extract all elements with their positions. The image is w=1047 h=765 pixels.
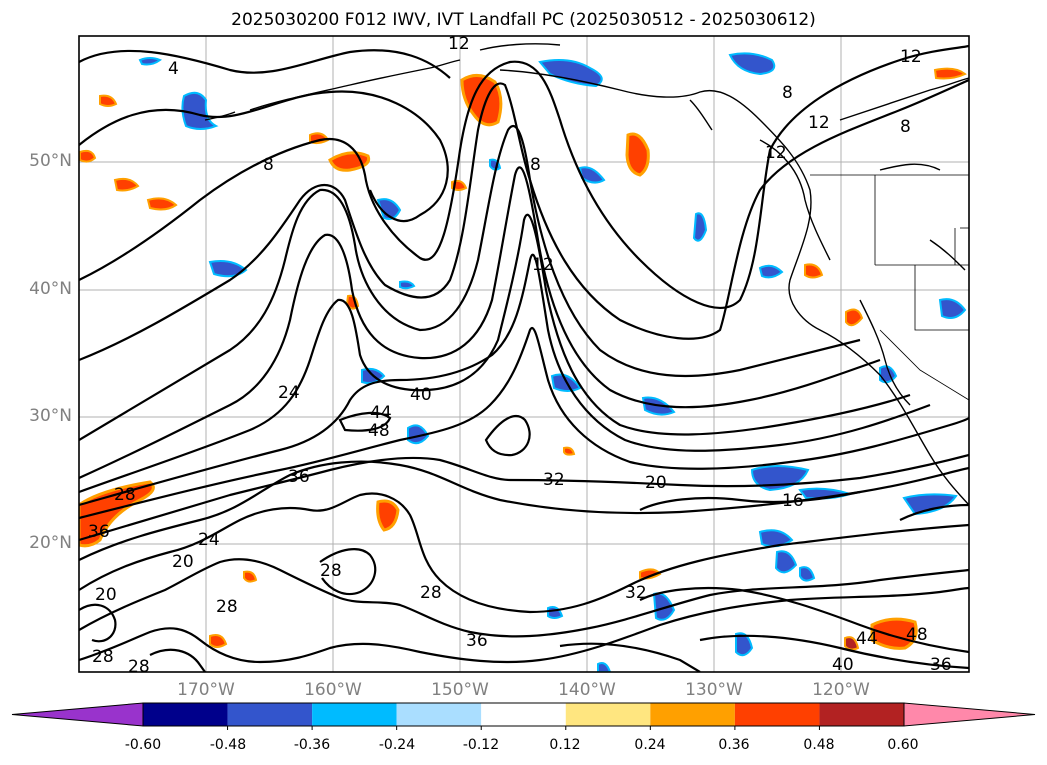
colorbar-tick-label: -0.60 [124,737,162,753]
contour-label: 48 [906,625,928,645]
contour-label: 36 [88,522,110,542]
contour-label: 44 [856,629,878,649]
lon-label-160w: 160°W [304,680,362,700]
colorbar-segment [734,703,820,726]
contour-label: 8 [782,83,793,103]
lat-label-20n: 20°N [29,533,72,553]
colorbar-tick-label: -0.36 [293,737,331,753]
contour-label: 36 [288,467,310,487]
coastlines [204,43,969,506]
colorbar-segment [481,703,566,726]
contour-label: 28 [128,657,150,677]
contour-label: 28 [420,583,442,603]
contour-label: 36 [466,631,488,651]
contour-label: 44 [370,403,392,423]
colorbar-segment [650,703,735,726]
contour-labels: 4 12 8 12 8 8 12 8 12 12 24 40 44 48 36 … [88,34,952,677]
map-frame [79,36,969,672]
colorbar-extend-low [11,702,144,727]
lat-label-30n: 30°N [29,406,72,426]
colorbar-tick-label: -0.12 [462,737,500,753]
contour-label: 20 [645,473,667,493]
contour-label: 20 [95,585,117,605]
contour-label: 24 [278,383,300,403]
colorbar-tick-label: 0.48 [803,737,835,753]
colorbar-tick-label: 0.24 [634,737,666,753]
contour-label: 12 [900,47,922,67]
colorbar [11,702,1036,730]
colorbar-extend-high [903,702,1036,727]
contour-label: 8 [263,155,274,175]
colorbar-segment [312,703,397,726]
negative-anomaly-fills [138,52,967,672]
colorbar-segment [143,703,228,726]
lat-label-50n: 50°N [29,151,72,171]
contour-label: 12 [448,34,470,54]
lon-label-120w: 120°W [812,680,870,700]
colorbar-tick-label: -0.24 [378,737,416,753]
contour-label: 28 [92,647,114,667]
lon-label-140w: 140°W [558,680,616,700]
contour-label: 16 [782,491,804,511]
contour-label: 40 [410,385,432,405]
contour-label: 12 [765,143,787,163]
colorbar-segment [227,703,313,726]
contour-label: 48 [368,421,390,441]
colorbar-tick-label: 0.36 [718,737,750,753]
contour-label: 28 [320,561,342,581]
colorbar-tick-label: 0.12 [549,737,581,753]
lon-label-130w: 130°W [685,680,743,700]
contour-label: 8 [530,155,541,175]
contour-label: 20 [172,552,194,572]
contour-label: 12 [532,255,554,275]
colorbar-segment [819,703,904,726]
contour-label: 32 [543,470,565,490]
colorbar-segment [565,703,651,726]
iwv-contours [79,44,969,672]
contour-label: 24 [198,530,220,550]
contour-label: 4 [168,59,179,79]
map-title: 2025030200 F012 IWV, IVT Landfall PC (20… [231,10,816,30]
contour-label: 36 [930,655,952,675]
colorbar-tick-label: 0.60 [887,737,919,753]
contour-label: 40 [832,655,854,675]
lat-label-40n: 40°N [29,279,72,299]
contour-label: 12 [808,113,830,133]
lon-label-170w: 170°W [177,680,235,700]
contour-label: 8 [900,117,911,137]
contour-label: 32 [625,583,647,603]
colorbar-outline [142,702,905,727]
colorbar-tick-label: -0.48 [209,737,247,753]
contour-label: 28 [216,597,238,617]
contour-label: 28 [114,485,136,505]
borders [810,174,969,401]
lon-label-150w: 150°W [431,680,489,700]
colorbar-segment [396,703,482,726]
